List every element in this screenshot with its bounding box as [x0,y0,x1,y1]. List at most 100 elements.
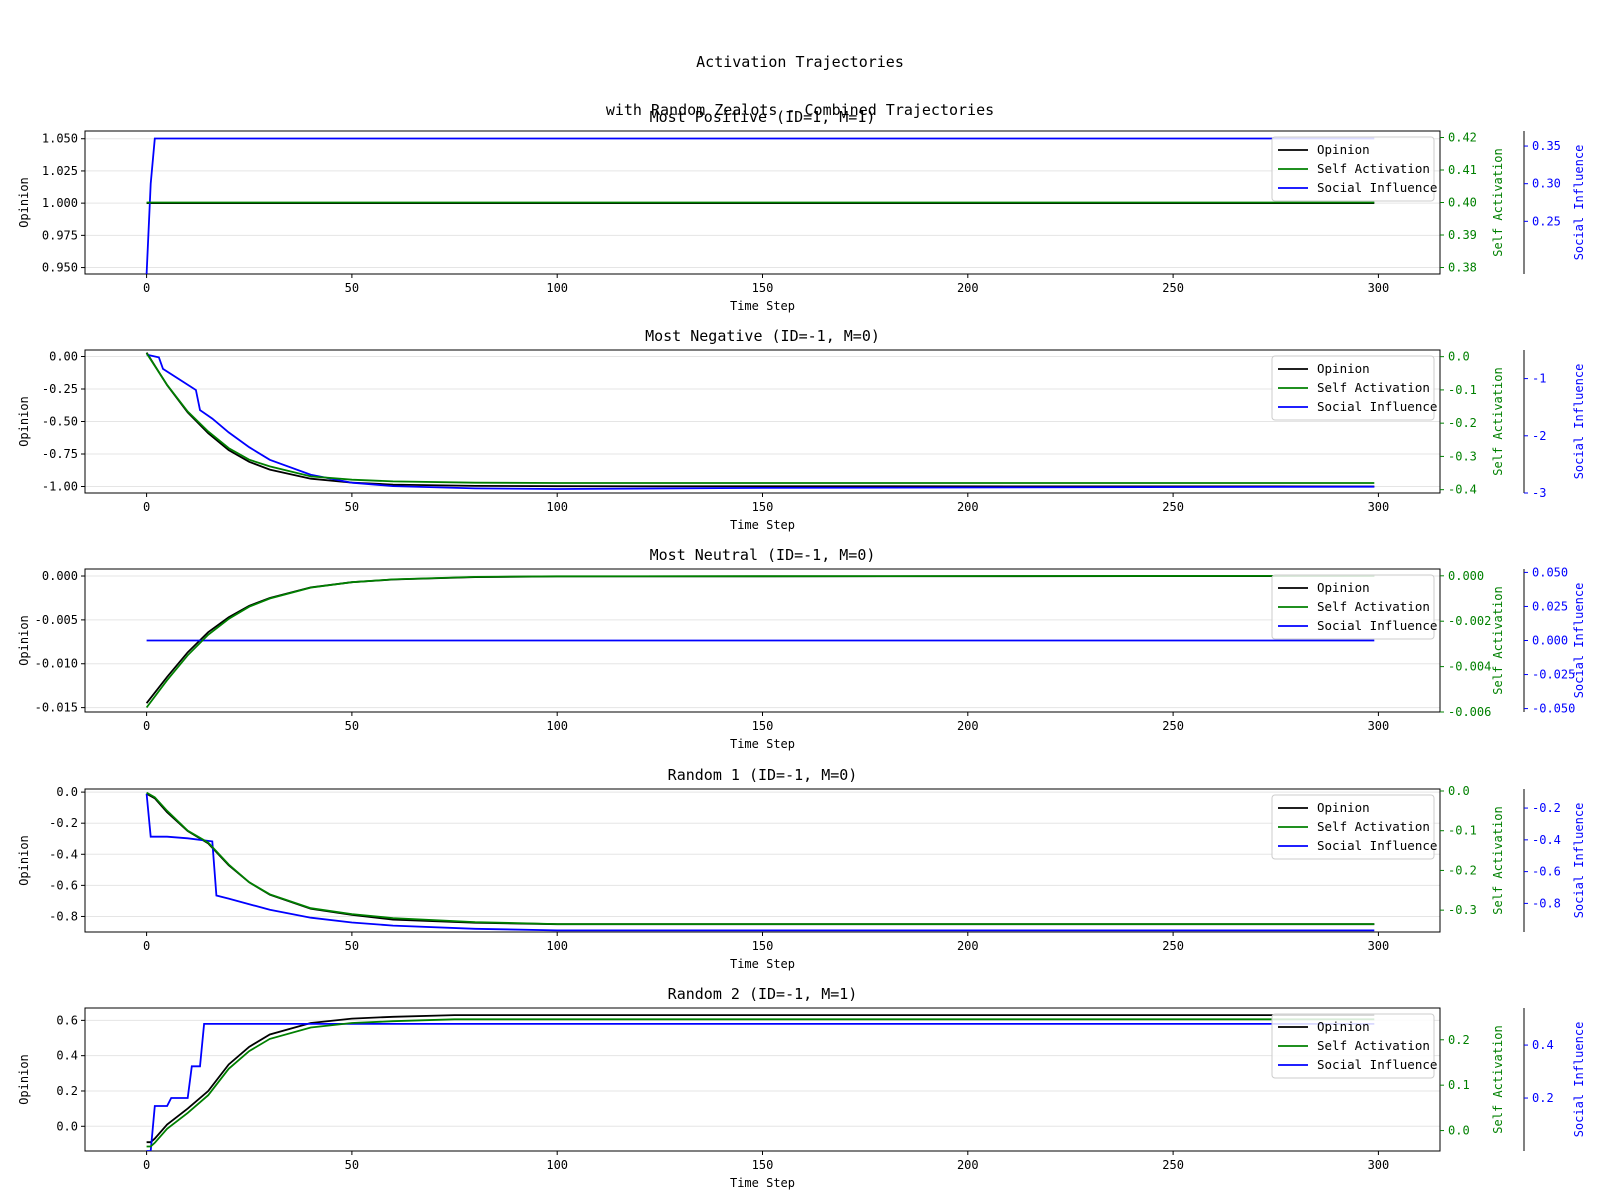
legend: Opinion Self Activation Social Influence [1271,794,1437,860]
social-tick-label: -0.4 [1532,833,1561,847]
legend-label: Social Influence [1317,838,1437,853]
self-axis-label: Self Activation [1491,148,1505,256]
figure-title-line2: with Random Zealots - Combined Trajector… [605,101,995,119]
social-tick-label: -0.025 [1532,668,1575,682]
y-tick-label: 0.6 [56,1013,78,1027]
series-opinion [145,352,1375,488]
series-opinion [146,792,1375,926]
x-axis-label: Time Step [730,737,795,751]
series-self-activation [146,791,1375,925]
self-tick-label: 0.41 [1448,163,1477,177]
self-tick-label: -0.002 [1448,614,1491,628]
social-tick-label: -3 [1532,486,1546,500]
self-tick-label: -0.006 [1448,705,1491,719]
self-axis-label: Self Activation [1491,367,1505,475]
x-tick-label: 100 [546,500,568,514]
self-tick-label: 0.000 [1448,569,1484,583]
x-tick-label: 300 [1368,1158,1390,1172]
x-tick-label: 0 [143,500,150,514]
x-tick-label: 200 [957,500,979,514]
legend-label: Self Activation [1317,819,1430,834]
x-tick-label: 50 [345,281,359,295]
x-tick-label: 250 [1162,939,1184,953]
y-axis-label: Opinion [17,1054,31,1105]
self-axis-label: Self Activation [1491,806,1505,914]
legend-label: Social Influence [1317,180,1437,195]
self-tick-label: -0.4 [1448,483,1477,497]
x-tick-label: 250 [1162,500,1184,514]
self-tick-label: -0.2 [1448,416,1477,430]
legend: Opinion Self Activation Social Influence [1271,136,1437,202]
self-tick-label: 0.0 [1448,350,1470,364]
subplot-5: Random 2 (ID=-1, M=1) 0 50 100 150 200 250 300 T… [17,985,1586,1190]
subplot-4: Random 1 (ID=-1, M=0) 0 50 100 150 200 250 300 T… [17,766,1586,971]
legend-label: Self Activation [1317,161,1430,176]
social-axis-label: Social Influence [1572,364,1586,480]
series-social-influence [145,793,1375,932]
y-tick-label: 0.000 [42,569,78,583]
social-tick-label: 0.25 [1532,214,1561,228]
x-tick-label: 200 [957,719,979,733]
x-tick-label: 0 [143,1158,150,1172]
legend: Opinion Self Activation Social Influence [1271,574,1437,640]
series-self-activation [145,574,1375,709]
x-tick-label: 300 [1368,281,1390,295]
x-axis-label: Time Step [730,1176,795,1190]
legend-label: Self Activation [1317,1038,1430,1053]
series-opinion [146,1014,1375,1144]
legend: Opinion Self Activation Social Influence [1271,355,1437,421]
x-tick-label: 50 [345,1158,359,1172]
series-self-activation [145,352,1375,484]
legend-box [1271,794,1435,860]
y-tick-label: 0.00 [49,350,78,364]
self-tick-label: -0.1 [1448,383,1477,397]
x-tick-label: 150 [752,500,774,514]
y-tick-label: 1.050 [42,132,78,146]
subplot-1: Most Positive (ID=1, M=1) 0 50 100 150 200 250… [17,108,1586,313]
legend-label: Opinion [1317,580,1370,595]
social-axis-label: Social Influence [1572,1022,1586,1138]
series-social-influence [146,1023,1375,1151]
figure-title-line1: Activation Trajectories [696,53,904,71]
social-axis-label: Social Influence [1572,803,1586,919]
self-axis-label: Self Activation [1491,586,1505,694]
series-social-influence [145,137,1375,274]
social-tick-label: -0.2 [1532,801,1561,815]
legend-box [1271,136,1435,202]
subplot-title: Most Positive (ID=1, M=1) [650,108,876,126]
x-tick-label: 200 [957,939,979,953]
y-tick-label: -0.005 [35,613,78,627]
subplot-title: Random 1 (ID=-1, M=0) [668,766,858,784]
legend-label: Opinion [1317,1019,1370,1034]
x-axis-label: Time Step [730,957,795,971]
x-tick-label: 250 [1162,281,1184,295]
x-tick-label: 300 [1368,500,1390,514]
social-axis-label: Social Influence [1572,583,1586,699]
y-tick-label: -0.4 [49,847,78,861]
social-tick-label: -2 [1532,429,1546,443]
legend: Opinion Self Activation Social Influence [1271,1013,1437,1079]
self-tick-label: -0.3 [1448,449,1477,463]
social-tick-label: 0.4 [1532,1038,1554,1052]
y-tick-label: -0.25 [42,382,78,396]
x-tick-label: 250 [1162,1158,1184,1172]
x-tick-label: 300 [1368,719,1390,733]
self-tick-label: -0.2 [1448,863,1477,877]
subplot-title: Random 2 (ID=-1, M=1) [668,985,858,1003]
social-tick-label: 0.000 [1532,634,1568,648]
y-tick-label: 0.950 [42,261,78,275]
x-axis-label: Time Step [730,518,795,532]
y-tick-label: -0.2 [49,816,78,830]
social-tick-label: -0.050 [1532,702,1575,716]
x-tick-label: 150 [752,719,774,733]
self-tick-label: 0.39 [1448,228,1477,242]
y-tick-label: -0.010 [35,657,78,671]
plot-frame [84,788,1441,933]
y-axis-label: Opinion [17,177,31,228]
y-tick-label: 1.025 [42,164,78,178]
subplot-title: Most Neutral (ID=-1, M=0) [650,546,876,564]
legend-label: Opinion [1317,361,1370,376]
figure-title: Activation Trajectories with Random Zeal… [0,22,1600,150]
